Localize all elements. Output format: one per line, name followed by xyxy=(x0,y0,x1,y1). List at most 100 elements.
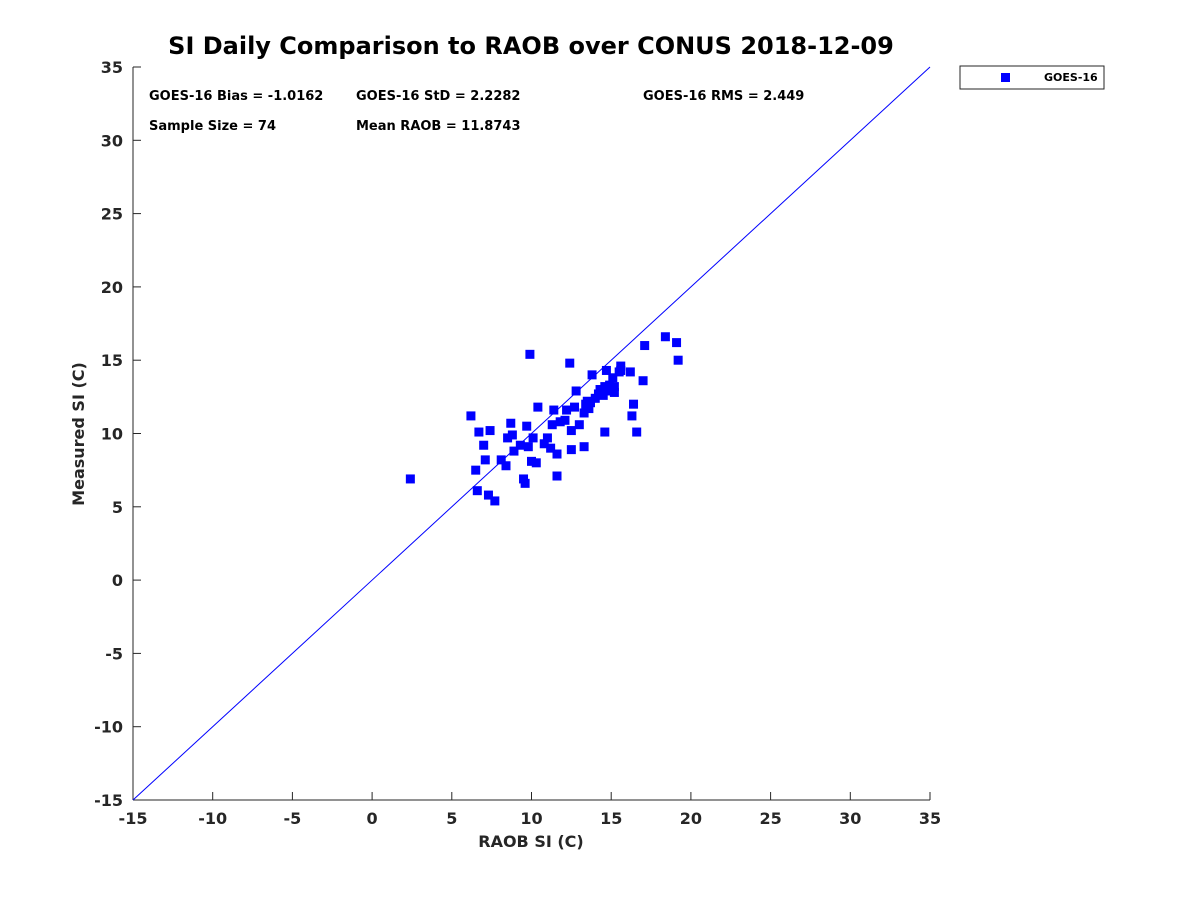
data-point xyxy=(496,455,506,465)
data-point xyxy=(660,332,670,342)
stat-sample-size: Sample Size = 74 xyxy=(149,119,276,134)
data-point xyxy=(466,411,476,421)
data-point xyxy=(528,433,538,443)
data-points-goes16 xyxy=(405,332,683,506)
data-point xyxy=(571,386,581,396)
data-point xyxy=(603,386,613,396)
x-tick-label: 10 xyxy=(520,809,542,828)
data-point xyxy=(507,430,517,440)
y-tick-label: 25 xyxy=(101,205,123,224)
data-point xyxy=(483,490,493,500)
data-point xyxy=(552,449,562,459)
y-axis-label: Measured SI (C) xyxy=(69,362,88,506)
data-point xyxy=(638,376,648,386)
data-point xyxy=(539,439,549,449)
x-tick-label: 20 xyxy=(680,809,702,828)
data-point xyxy=(672,338,682,348)
data-point xyxy=(525,349,535,359)
data-point xyxy=(616,365,626,375)
data-point xyxy=(542,433,552,443)
x-tick-label: -10 xyxy=(198,809,227,828)
data-point xyxy=(533,402,543,412)
data-point xyxy=(503,433,513,443)
data-point xyxy=(632,427,642,437)
data-point xyxy=(474,427,484,437)
data-point xyxy=(579,408,589,418)
y-tick-label: 10 xyxy=(101,425,123,444)
data-point xyxy=(515,440,525,450)
data-point xyxy=(506,418,516,428)
data-point xyxy=(522,421,532,431)
legend-square-marker-icon xyxy=(1001,73,1010,82)
data-point xyxy=(565,358,575,368)
data-point xyxy=(552,471,562,481)
data-point xyxy=(520,478,530,488)
data-point xyxy=(527,456,536,466)
data-point xyxy=(501,461,511,471)
data-point xyxy=(562,405,572,415)
data-point xyxy=(625,367,635,377)
data-point xyxy=(608,373,618,383)
data-point xyxy=(609,387,619,397)
y-tick-label: 20 xyxy=(101,278,123,297)
x-axis-label: RAOB SI (C) xyxy=(478,832,583,851)
y-tick-label: 5 xyxy=(112,498,123,517)
data-point xyxy=(479,440,489,450)
x-tick-label: -5 xyxy=(284,809,302,828)
x-tick-label: 15 xyxy=(600,809,622,828)
data-point xyxy=(549,405,559,415)
chart-title: SI Daily Comparison to RAOB over CONUS 2… xyxy=(168,32,894,60)
stat-std: GOES-16 StD = 2.2282 xyxy=(356,89,520,104)
data-point xyxy=(547,420,557,430)
y-tick-label: 35 xyxy=(101,58,123,77)
data-point xyxy=(546,443,556,453)
data-point xyxy=(597,389,607,399)
stat-bias: GOES-16 Bias = -1.0162 xyxy=(149,89,323,104)
data-point xyxy=(560,415,570,425)
data-point xyxy=(472,486,482,496)
x-axis-ticks: -15 -10 -5 0 5 10 15 20 25 30 35 xyxy=(119,792,941,828)
data-point xyxy=(555,417,565,427)
y-tick-label: -15 xyxy=(94,791,123,810)
data-point xyxy=(605,380,615,390)
x-tick-label: 25 xyxy=(759,809,781,828)
data-point xyxy=(480,455,490,465)
data-point xyxy=(609,382,619,392)
stat-mean-raob: Mean RAOB = 11.8743 xyxy=(356,119,521,134)
data-point xyxy=(531,458,541,468)
data-point xyxy=(490,496,500,506)
x-tick-label: 0 xyxy=(367,809,378,828)
legend-box xyxy=(959,65,1105,90)
data-point xyxy=(485,426,495,436)
data-point xyxy=(566,426,576,436)
x-tick-label: 30 xyxy=(839,809,861,828)
data-point xyxy=(601,365,611,375)
data-point xyxy=(600,427,610,437)
y-tick-label: -5 xyxy=(105,644,123,663)
x-tick-label: 5 xyxy=(446,809,457,828)
data-point xyxy=(584,404,594,414)
legend: GOES-16 xyxy=(959,65,1105,90)
x-tick-label: -15 xyxy=(119,809,148,828)
data-point xyxy=(629,399,639,409)
data-point xyxy=(627,411,637,421)
legend-label: GOES-16 xyxy=(1044,71,1098,84)
data-point xyxy=(587,370,597,380)
data-point xyxy=(582,396,592,406)
data-point xyxy=(570,402,580,412)
data-point xyxy=(640,341,650,351)
data-point xyxy=(579,442,589,452)
y-tick-label: 0 xyxy=(112,571,123,590)
x-tick-label: 35 xyxy=(919,809,941,828)
data-point xyxy=(574,420,584,430)
y-axis-ticks: -15 -10 -5 0 5 10 15 20 25 30 35 xyxy=(94,58,141,810)
data-point xyxy=(566,445,576,455)
data-point xyxy=(509,446,519,456)
data-point xyxy=(405,474,415,484)
y-tick-label: -10 xyxy=(94,718,123,737)
stat-rms: GOES-16 RMS = 2.449 xyxy=(643,89,804,104)
data-point xyxy=(471,465,481,475)
y-tick-label: 30 xyxy=(101,131,123,150)
